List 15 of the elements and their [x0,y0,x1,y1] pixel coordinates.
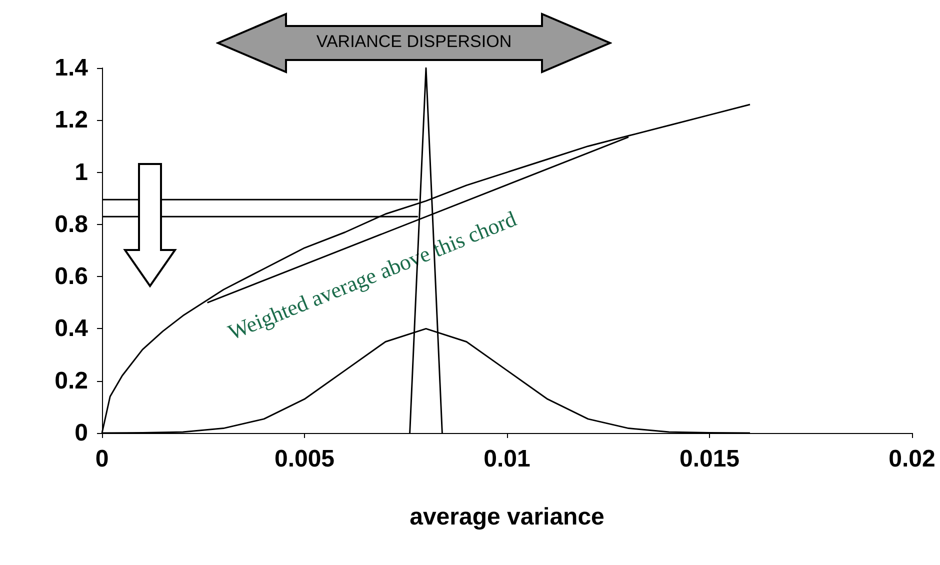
x-tick-label: 0.015 [679,446,740,472]
x-tick-label: 0.005 [274,446,335,472]
x-tick-label: 0 [95,446,109,472]
text: VARIANCE DISPERSION [315,32,513,52]
y-tick-label: 1.4 [54,54,89,82]
y-tick-label: 0.6 [54,263,88,290]
y-tick-label: 1.2 [54,106,88,134]
x-tick-label: 0.02 [888,446,936,472]
x-tick-label: 0.01 [484,446,530,472]
y-tick-label: 0 [74,420,88,446]
y-tick-label: 1 [74,158,88,186]
y-tick-label: 0.4 [54,315,89,342]
x-axis-title: average variance [410,504,604,530]
y-tick-label: 0.8 [54,210,88,238]
y-tick-label: 0.2 [54,367,88,394]
